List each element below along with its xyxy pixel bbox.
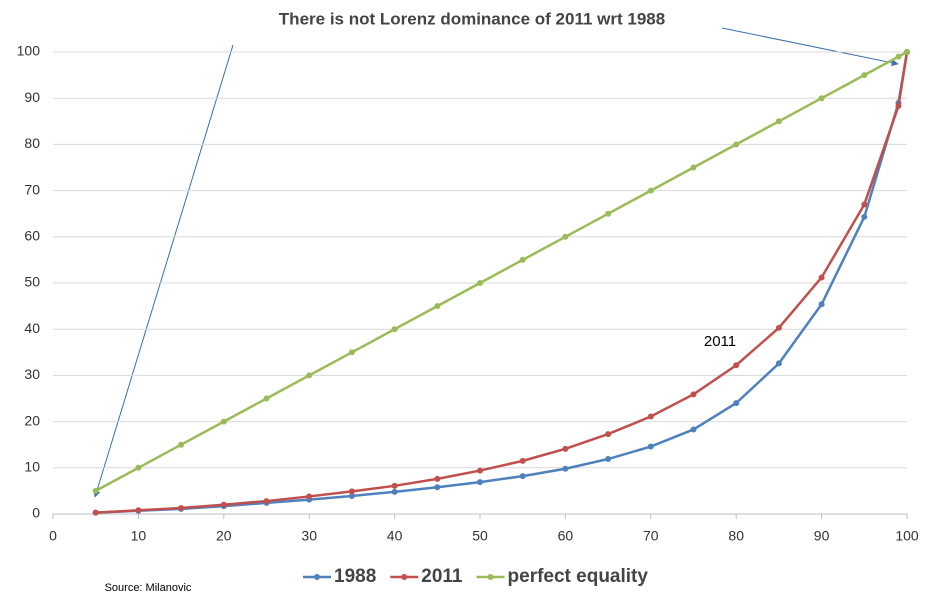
data-point (92, 487, 99, 494)
y-tick-label: 50 (24, 274, 40, 290)
data-point (733, 141, 740, 148)
data-point (605, 210, 612, 217)
data-point (690, 164, 697, 171)
data-point (477, 280, 483, 286)
data-point (92, 509, 99, 516)
data-point (562, 445, 569, 452)
x-tick-label: 20 (216, 528, 232, 544)
y-tick-label: 70 (24, 181, 40, 197)
legend-marker (314, 574, 320, 580)
data-point (135, 507, 142, 514)
data-point (562, 465, 569, 472)
data-point (818, 274, 825, 281)
data-point (391, 482, 398, 489)
data-point (605, 456, 612, 463)
data-point (434, 484, 441, 491)
data-point (434, 475, 441, 482)
y-tick-label: 10 (24, 459, 40, 475)
series-line (95, 51, 909, 514)
series-line (95, 51, 909, 514)
data-point (306, 493, 313, 500)
legend-label: 1988 (334, 566, 376, 587)
data-point (220, 418, 227, 425)
x-tick-label: 100 (895, 528, 919, 544)
x-tick-label: 60 (558, 528, 574, 544)
y-tick-label: 30 (24, 366, 40, 382)
data-point (647, 413, 654, 420)
data-point (775, 324, 782, 331)
legend-label: 2011 (421, 566, 463, 587)
data-point (263, 498, 270, 505)
data-point (519, 473, 526, 480)
x-tick-label: 40 (387, 528, 403, 544)
data-point (220, 501, 227, 508)
data-point (434, 303, 441, 310)
data-point (178, 504, 185, 511)
data-point (647, 443, 654, 450)
data-point (477, 467, 483, 474)
data-point (348, 492, 355, 499)
y-tick-label: 40 (24, 320, 40, 336)
data-point (775, 360, 782, 367)
chart-title: There is not Lorenz dominance of 2011 wr… (279, 9, 665, 28)
y-tick-label: 60 (24, 228, 40, 244)
y-tick-label: 20 (24, 412, 40, 428)
data-point (647, 187, 654, 194)
annotation: 2011 (704, 333, 736, 350)
y-tick-label: 100 (17, 43, 41, 59)
data-point (861, 72, 868, 79)
data-point (348, 488, 355, 495)
data-point (861, 201, 868, 208)
data-point (605, 431, 612, 438)
data-point (904, 49, 910, 55)
data-point (519, 457, 526, 464)
x-tick-label: 80 (728, 528, 744, 544)
y-tick-label: 80 (24, 135, 40, 151)
data-point (895, 53, 902, 60)
data-point (263, 395, 270, 402)
arrow (721, 27, 899, 67)
legend-label: perfect equality (508, 566, 649, 587)
legend: 1988 2011 perfect equality (303, 566, 648, 587)
data-point (690, 426, 697, 433)
data-point (861, 213, 868, 220)
y-tick-label: 0 (32, 505, 40, 521)
x-tick-label: 10 (131, 528, 147, 544)
x-tick-label: 90 (814, 528, 830, 544)
legend-marker (401, 574, 408, 580)
data-point (818, 301, 825, 308)
x-tick-label: 70 (643, 528, 659, 544)
series-line (95, 50, 908, 492)
data-point (477, 479, 483, 486)
x-tick-label: 50 (472, 528, 488, 544)
x-tick-label: 0 (49, 528, 57, 544)
data-point (562, 233, 569, 240)
data-point (519, 256, 526, 263)
data-point (306, 372, 313, 379)
data-point (178, 441, 185, 448)
data-point (348, 349, 355, 356)
data-point (391, 488, 398, 495)
y-tick-label: 90 (24, 89, 40, 105)
data-point (775, 118, 782, 125)
data-point (818, 95, 825, 102)
data-point (733, 400, 740, 407)
data-point (690, 391, 697, 398)
data-point (733, 362, 740, 369)
data-point (135, 464, 142, 471)
data-point (895, 103, 902, 110)
data-point (391, 326, 398, 333)
x-tick-label: 30 (301, 528, 317, 544)
source: Source: Milanovic (105, 582, 192, 594)
legend-marker (487, 574, 494, 580)
